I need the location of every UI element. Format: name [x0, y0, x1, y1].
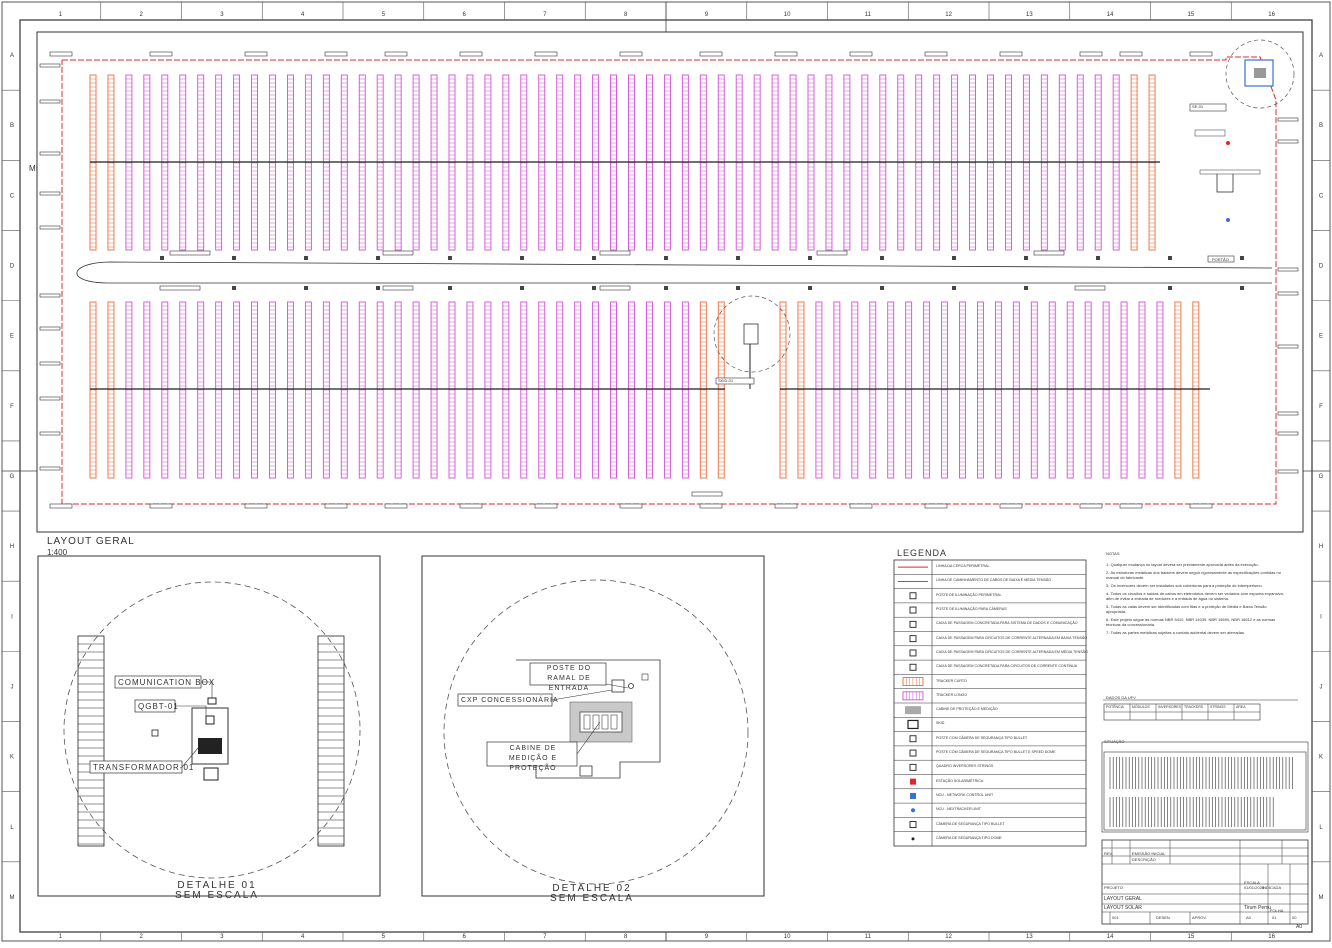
column-mark-bottom: 12	[945, 934, 952, 940]
row-mark-left: B	[10, 123, 14, 129]
row-mark-left: J	[11, 684, 14, 690]
row-mark-left: F	[10, 404, 14, 410]
column-mark-top: 11	[865, 12, 872, 18]
row-mark-left: A	[10, 53, 14, 59]
row-mark-right: D	[1319, 264, 1324, 270]
column-mark-top: 14	[1107, 12, 1114, 18]
internal-road	[77, 262, 1272, 283]
row-mark-right: K	[1319, 755, 1323, 761]
column-mark-top: 15	[1188, 12, 1195, 18]
column-mark-top: 2	[139, 12, 143, 18]
column-mark-top: 13	[1026, 12, 1033, 18]
row-mark-left: C	[10, 193, 15, 199]
row-mark-left: D	[10, 264, 15, 270]
column-mark-top: 6	[462, 12, 466, 18]
solar-plant-layout	[40, 40, 1298, 508]
column-mark-bottom: 7	[543, 934, 547, 940]
column-mark-top: 12	[945, 12, 952, 18]
row-mark-left: K	[10, 755, 14, 761]
row-mark-right: B	[1319, 123, 1323, 129]
row-mark-left: E	[10, 334, 14, 340]
column-mark-top: 1	[59, 12, 63, 18]
column-mark-bottom: 10	[784, 934, 791, 940]
column-mark-bottom: 14	[1107, 934, 1114, 940]
column-mark-top: 8	[624, 12, 628, 18]
column-mark-bottom: 9	[705, 934, 709, 940]
column-mark-bottom: 11	[865, 934, 872, 940]
column-mark-bottom: 13	[1026, 934, 1033, 940]
row-mark-left: I	[11, 614, 13, 620]
column-mark-bottom: 2	[139, 934, 143, 940]
column-mark-top: 7	[543, 12, 547, 18]
column-mark-top: 5	[382, 12, 386, 18]
row-mark-left: M	[10, 895, 15, 901]
row-mark-left: L	[10, 825, 14, 831]
row-mark-right: J	[1320, 684, 1323, 690]
column-mark-bottom: 5	[382, 934, 386, 940]
column-mark-bottom: 15	[1188, 934, 1195, 940]
column-mark-top: 3	[220, 12, 224, 18]
column-mark-bottom: 1	[59, 934, 63, 940]
row-mark-left: G	[10, 474, 15, 480]
row-mark-right: A	[1319, 53, 1323, 59]
column-mark-top: 4	[301, 12, 305, 18]
column-mark-bottom: 4	[301, 934, 305, 940]
row-mark-right: L	[1319, 825, 1323, 831]
column-mark-bottom: 6	[462, 934, 466, 940]
column-mark-bottom: 3	[220, 934, 224, 940]
column-mark-top: 16	[1268, 12, 1275, 18]
row-mark-right: C	[1319, 193, 1324, 199]
row-mark-left: H	[10, 544, 14, 550]
row-mark-right: M	[1319, 895, 1324, 901]
perimeter-fence	[62, 57, 1276, 504]
column-mark-top: 10	[784, 12, 791, 18]
column-mark-bottom: 8	[624, 934, 628, 940]
row-mark-right: G	[1319, 474, 1324, 480]
row-mark-right: I	[1320, 614, 1322, 620]
row-mark-right: H	[1319, 544, 1323, 550]
column-mark-top: 9	[705, 12, 709, 18]
row-mark-right: E	[1319, 334, 1323, 340]
row-mark-right: F	[1319, 404, 1323, 410]
column-mark-bottom: 16	[1268, 934, 1275, 940]
